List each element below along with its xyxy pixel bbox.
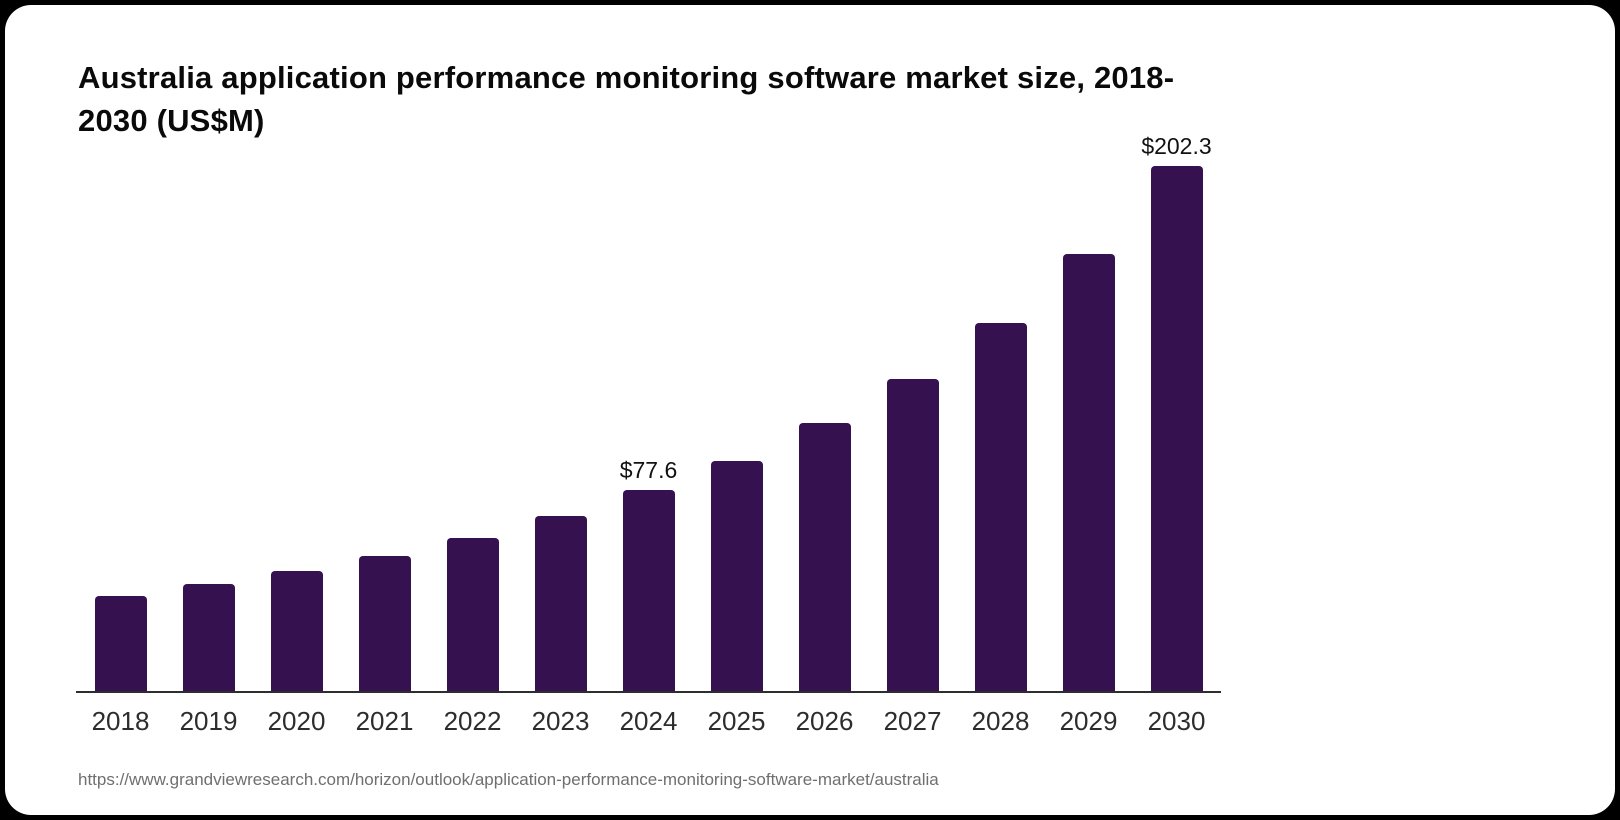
value-label-2024: $77.6 (619, 457, 678, 483)
chart-title: Australia application performance monito… (78, 59, 1175, 138)
tick-label-2026: 2026 (795, 706, 854, 736)
bar-2023 (534, 516, 587, 691)
bar-2024 (622, 490, 675, 691)
tick-label-2022: 2022 (443, 706, 502, 736)
bar-2029 (1062, 254, 1115, 691)
tick-label-2030: 2030 (1147, 706, 1206, 736)
bar-2020 (270, 571, 323, 691)
bar-2021 (358, 556, 411, 691)
tick-label-2018: 2018 (91, 706, 150, 736)
tick-label-2020: 2020 (267, 706, 326, 736)
tick-label-2023: 2023 (531, 706, 590, 736)
tick-label-2019: 2019 (179, 706, 238, 736)
chart-card: Australia application performance monito… (5, 5, 1615, 815)
bar-2022 (446, 538, 499, 691)
tick-label-2029: 2029 (1059, 706, 1118, 736)
bar-2018 (94, 596, 147, 691)
tick-label-2024: 2024 (619, 706, 678, 736)
bar-2030 (1150, 166, 1203, 691)
bar-2028 (974, 323, 1027, 691)
source-url: https://www.grandviewresearch.com/horizo… (78, 770, 939, 789)
tick-label-2025: 2025 (707, 706, 766, 736)
bar-2025 (710, 461, 763, 691)
bar-2019 (182, 584, 235, 691)
tick-label-2027: 2027 (883, 706, 942, 736)
tick-label-2021: 2021 (355, 706, 414, 736)
bar-2026 (798, 423, 851, 691)
x-axis-line (76, 691, 1221, 693)
value-label-2030: $202.3 (1141, 133, 1212, 159)
bar-chart: 2018 2019 2020 2021 2022 2023 2024 $77.6 2025 202… (5, 5, 1615, 815)
bar-2027 (886, 379, 939, 691)
tick-label-2028: 2028 (971, 706, 1030, 736)
